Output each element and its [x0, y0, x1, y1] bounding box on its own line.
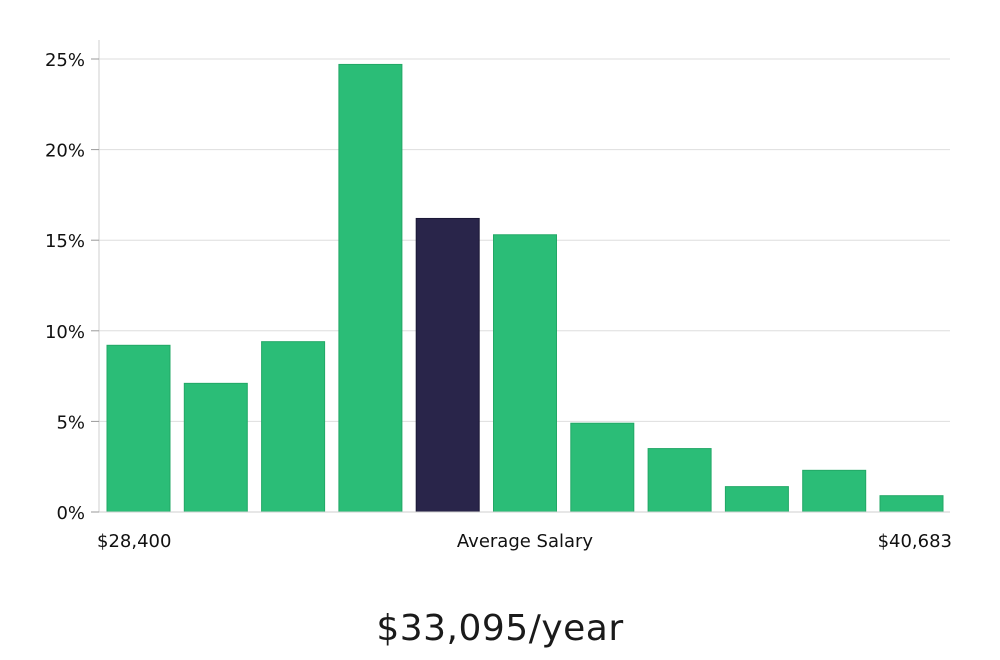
y-tick-label: 20% — [45, 141, 85, 162]
average-salary-value: $33,095/year — [376, 608, 624, 649]
bar — [106, 344, 171, 513]
y-ticks: 0% 5% 10% 15% 20% 25% — [45, 50, 99, 524]
bar-highlighted — [415, 217, 480, 513]
bar — [261, 341, 326, 513]
y-tick-label: 0% — [56, 503, 85, 524]
x-min-label: $28,400 — [97, 531, 171, 552]
y-tick-label: 25% — [45, 50, 85, 71]
chart-svg: 0% 5% 10% 15% 20% 25% $28,400 Average Salary … — [45, 40, 952, 552]
y-tick-label: 10% — [45, 322, 85, 343]
x-max-label: $40,683 — [878, 531, 952, 552]
bar — [493, 234, 557, 513]
y-tick-label: 15% — [45, 231, 85, 252]
bar — [724, 486, 789, 513]
bar — [647, 448, 712, 513]
x-axis-title: Average Salary — [457, 531, 594, 552]
y-tick-label: 5% — [56, 412, 85, 433]
x-labels: $28,400 Average Salary $40,683 — [97, 531, 952, 552]
bar — [338, 63, 403, 513]
bar — [802, 469, 867, 513]
bar — [183, 382, 248, 513]
bar — [570, 422, 635, 513]
axes — [98, 40, 950, 513]
bar — [879, 495, 944, 513]
bars — [106, 63, 944, 513]
